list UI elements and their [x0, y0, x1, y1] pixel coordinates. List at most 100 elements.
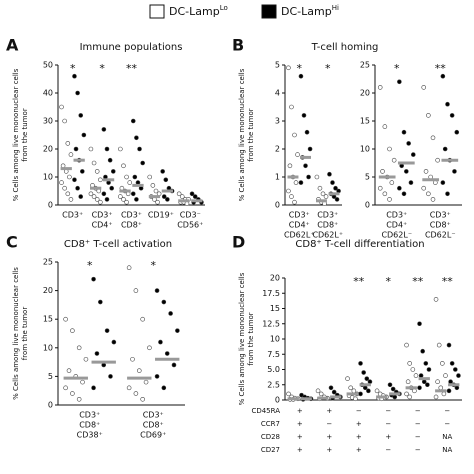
- data-point: [70, 391, 75, 396]
- data-point: [425, 382, 430, 388]
- data-point: [456, 373, 461, 378]
- x-tick-label: CD8⁺: [317, 221, 338, 230]
- significance: *: [70, 62, 76, 75]
- data-point: [118, 194, 123, 199]
- x-tick-label: CD4⁺: [92, 221, 113, 230]
- data-point: [101, 191, 107, 197]
- y-tick-label: 0: [48, 201, 53, 210]
- data-point: [189, 191, 195, 197]
- data-point: [154, 288, 160, 293]
- data-point: [287, 163, 293, 169]
- data-point: [161, 299, 167, 305]
- data-point: [331, 389, 337, 395]
- data-point: [65, 141, 71, 146]
- x-tick-label: CD62L⁺: [284, 231, 315, 240]
- data-point: [345, 376, 350, 381]
- x-tick-label: CD19⁺: [148, 211, 174, 220]
- data-point: [377, 185, 383, 191]
- data-point: [405, 379, 411, 385]
- data-point: [104, 146, 110, 152]
- panel-letter: B: [232, 36, 244, 55]
- significance: *: [297, 62, 303, 75]
- table-row-label: CD45RA: [251, 407, 280, 415]
- data-point: [124, 199, 129, 205]
- data-point: [454, 129, 460, 135]
- data-point: [110, 169, 116, 174]
- data-point: [442, 146, 448, 152]
- significance: **: [442, 275, 454, 288]
- y-tick-label: 20: [270, 274, 280, 283]
- data-point: [446, 342, 452, 348]
- data-point: [401, 191, 407, 197]
- data-point: [78, 194, 84, 199]
- data-point: [404, 391, 409, 397]
- data-point: [426, 191, 431, 197]
- table-cell: NA: [442, 446, 452, 454]
- data-point: [168, 311, 173, 316]
- data-point: [147, 345, 152, 351]
- data-point: [286, 391, 291, 397]
- data-point: [134, 197, 139, 202]
- data-point: [176, 191, 182, 197]
- table-cell: +: [356, 433, 362, 441]
- x-tick-label: CD56⁺: [177, 221, 203, 230]
- data-point: [158, 339, 163, 345]
- data-point: [435, 157, 440, 163]
- y-tick-label: 5: [365, 173, 370, 182]
- data-point: [454, 385, 460, 391]
- data-point: [109, 185, 115, 191]
- table-cell: −: [385, 446, 391, 454]
- data-point: [66, 368, 72, 373]
- data-point: [449, 113, 455, 118]
- data-point: [301, 113, 307, 118]
- y-axis-label: % Cells among live mononuclear cells: [238, 68, 246, 201]
- panel-title: Immune populations: [80, 42, 183, 53]
- data-point: [382, 124, 388, 129]
- legend-text: DC-Lamp: [281, 5, 332, 18]
- data-point: [348, 385, 353, 391]
- data-point: [446, 388, 452, 394]
- panel-letter: A: [6, 36, 19, 55]
- data-point: [366, 388, 371, 394]
- data-point: [73, 146, 79, 152]
- y-tick-label: 5.0: [267, 365, 280, 374]
- significance: **: [435, 62, 447, 75]
- data-point: [81, 132, 87, 138]
- y-tick-label: 7.5: [267, 350, 280, 359]
- data-point: [62, 118, 67, 124]
- panel-letter: C: [6, 233, 18, 252]
- data-point: [304, 129, 310, 135]
- data-point: [289, 104, 294, 110]
- data-point: [171, 362, 177, 368]
- data-point: [132, 174, 138, 180]
- y-tick-label: 15: [270, 304, 280, 313]
- x-tick-label: CD3⁺: [386, 211, 407, 220]
- data-point: [330, 180, 335, 185]
- data-point: [404, 169, 409, 174]
- significance: *: [87, 259, 93, 272]
- table-row-label: CD28: [261, 433, 280, 441]
- data-point: [286, 188, 291, 194]
- data-point: [91, 160, 97, 166]
- data-point: [430, 197, 436, 202]
- data-point: [111, 339, 117, 345]
- data-point: [94, 351, 100, 356]
- y-tick-label: 20: [43, 286, 53, 295]
- data-point: [83, 356, 89, 362]
- data-point: [436, 342, 442, 348]
- legend-sup: Lo: [220, 4, 228, 12]
- y-tick-label: 10: [270, 335, 280, 344]
- panel-title: CD8⁺ T-cell activation: [64, 239, 172, 250]
- data-point: [75, 90, 80, 96]
- data-point: [314, 174, 320, 180]
- data-point: [91, 194, 97, 199]
- panel-letter: D: [232, 233, 245, 252]
- y-tick-label: 2: [275, 145, 280, 154]
- table-row-label: CCR7: [261, 420, 280, 428]
- data-point: [80, 169, 85, 174]
- y-axis-label: from the tumor: [21, 307, 29, 361]
- data-point: [80, 379, 85, 385]
- data-point: [121, 197, 126, 202]
- data-point: [410, 367, 416, 372]
- data-point: [104, 328, 110, 333]
